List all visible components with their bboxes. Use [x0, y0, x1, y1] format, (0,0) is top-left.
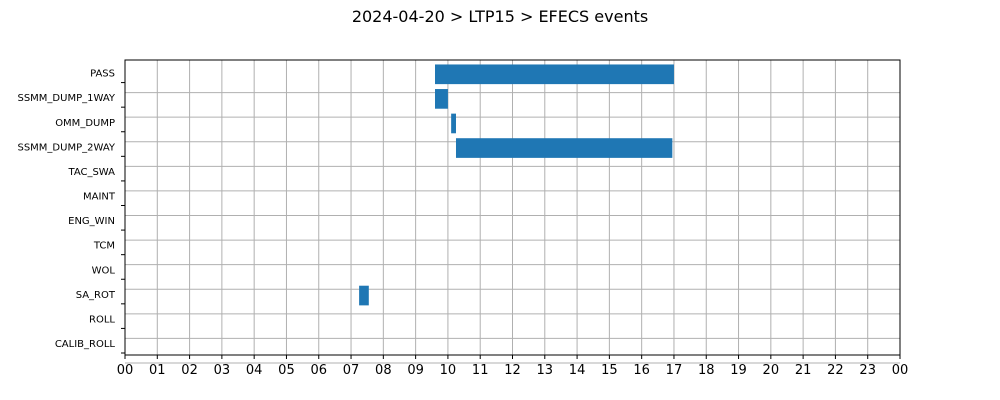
y-tick-label: ENG_WIN — [68, 216, 115, 227]
event-bar-omm-dump — [451, 113, 456, 134]
x-tick-label: 00 — [892, 363, 909, 378]
x-tick-label: 11 — [472, 363, 489, 378]
y-tick-label: TAC_SWA — [67, 167, 115, 178]
x-tick-label: 17 — [666, 363, 683, 378]
y-tick-label: MAINT — [83, 192, 116, 203]
grid-lines — [124, 60, 901, 364]
x-tick-label: 19 — [730, 363, 747, 378]
x-tick-label: 07 — [343, 363, 360, 378]
event-bar-ssmm-dump-1way — [435, 89, 448, 109]
x-tick-label: 10 — [440, 363, 457, 378]
x-tick-label: 08 — [375, 363, 392, 378]
x-tick-label: 16 — [633, 363, 650, 378]
x-tick-label: 20 — [763, 363, 780, 378]
chart-title: 2024-04-20 > LTP15 > EFECS events — [352, 7, 648, 26]
y-tick-label: ROLL — [89, 314, 115, 325]
event-bar-pass — [435, 64, 674, 85]
x-tick-label: 23 — [859, 363, 876, 378]
x-tick-label: 05 — [278, 363, 295, 378]
x-tick-label: 12 — [504, 363, 521, 378]
x-tick-label: 15 — [601, 363, 618, 378]
x-tick-label: 09 — [407, 363, 424, 378]
y-tick-label: OMM_DUMP — [55, 118, 115, 129]
y-tick-label: CALIB_ROLL — [55, 339, 116, 350]
x-tick-label: 01 — [149, 363, 166, 378]
x-tick-label: 18 — [698, 363, 715, 378]
x-tick-label: 22 — [827, 363, 844, 378]
x-tick-label: 02 — [181, 363, 198, 378]
event-bar-ssmm-dump-2way — [455, 138, 673, 158]
x-axis-labels: 00 01 02 03 04 05 06 07 08 09 10 11 12 13 14 15 16 17 18 19… — [117, 355, 909, 378]
x-tick-label: 00 — [117, 363, 134, 378]
x-tick-label: 06 — [310, 363, 327, 378]
x-tick-label: 13 — [537, 363, 554, 378]
y-tick-label: SA_ROT — [76, 290, 116, 301]
x-tick-label: 03 — [214, 363, 231, 378]
y-tick-label: TCM — [93, 241, 115, 252]
x-tick-label: 14 — [569, 363, 586, 378]
y-axis-labels: PASS SSMM_DUMP_1WAY OMM_DUMP SSMM_DUMP_2WAY… — [17, 69, 125, 354]
y-tick-label: SSMM_DUMP_1WAY — [17, 93, 115, 104]
event-bar-sa-rot — [359, 285, 369, 306]
y-tick-label: SSMM_DUMP_2WAY — [17, 142, 115, 153]
x-tick-label: 04 — [246, 363, 263, 378]
event-bars — [359, 64, 674, 306]
y-tick-label: WOL — [92, 265, 116, 276]
x-tick-label: 21 — [795, 363, 812, 378]
y-tick-label: PASS — [90, 69, 115, 80]
